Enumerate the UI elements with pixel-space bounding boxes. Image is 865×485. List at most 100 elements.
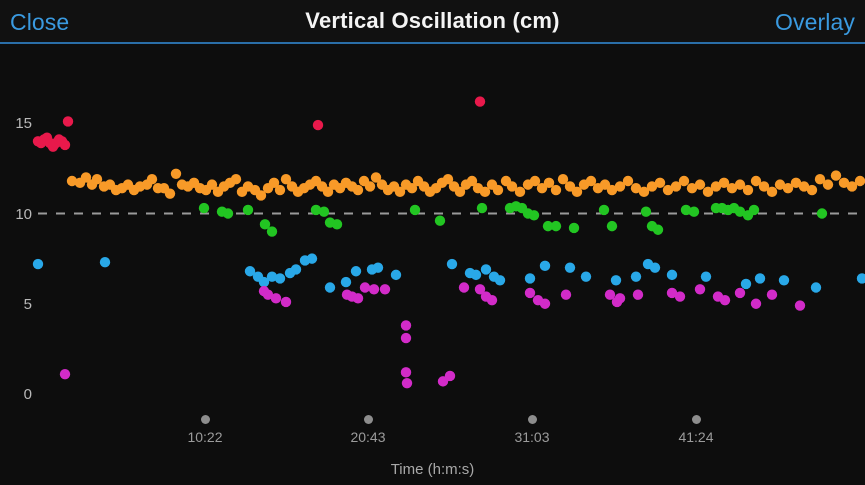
data-point bbox=[290, 264, 302, 275]
data-point bbox=[400, 320, 412, 331]
overlay-button[interactable]: Overlay bbox=[775, 9, 855, 35]
data-point bbox=[543, 177, 555, 189]
data-point bbox=[666, 269, 678, 281]
series-zone-2-blue bbox=[32, 253, 865, 293]
data-point bbox=[274, 184, 286, 196]
x-tick-label-1: 20:43 bbox=[350, 429, 386, 445]
data-point bbox=[494, 275, 506, 286]
data-point bbox=[400, 367, 412, 378]
data-point bbox=[529, 175, 541, 187]
data-point bbox=[359, 282, 371, 293]
data-point bbox=[638, 186, 650, 198]
data-point bbox=[846, 181, 858, 192]
data-point bbox=[630, 271, 642, 282]
data-point bbox=[539, 260, 551, 272]
data-point bbox=[506, 181, 518, 192]
data-point bbox=[557, 174, 569, 185]
data-point bbox=[406, 183, 418, 194]
data-point bbox=[622, 175, 634, 187]
data-point bbox=[734, 179, 746, 190]
data-point bbox=[694, 179, 706, 190]
data-point bbox=[444, 370, 456, 382]
data-point bbox=[640, 206, 652, 217]
data-point bbox=[476, 202, 488, 214]
x-tick-marker-1 bbox=[363, 415, 373, 424]
data-point bbox=[674, 291, 686, 302]
data-point bbox=[80, 172, 92, 183]
data-point bbox=[479, 186, 491, 198]
data-point bbox=[700, 271, 712, 282]
data-point bbox=[718, 177, 730, 189]
data-point bbox=[442, 174, 454, 185]
data-point bbox=[230, 174, 242, 185]
data-point bbox=[312, 119, 324, 131]
data-point bbox=[585, 175, 597, 187]
data-point bbox=[32, 258, 44, 270]
data-point bbox=[514, 186, 526, 198]
page-title: Vertical Oscillation (cm) bbox=[305, 8, 560, 33]
data-point bbox=[774, 179, 786, 190]
data-point bbox=[568, 222, 580, 234]
data-point bbox=[758, 181, 770, 192]
data-point bbox=[766, 186, 778, 198]
data-point bbox=[686, 183, 698, 194]
data-point bbox=[454, 186, 466, 198]
data-point bbox=[726, 183, 738, 194]
data-point bbox=[782, 183, 794, 194]
close-button[interactable]: Close bbox=[10, 9, 70, 35]
data-point bbox=[670, 181, 682, 192]
data-point bbox=[62, 116, 74, 127]
data-point bbox=[352, 293, 364, 304]
data-point bbox=[409, 204, 421, 216]
data-point bbox=[379, 284, 391, 295]
data-point bbox=[536, 183, 548, 194]
data-point bbox=[322, 186, 334, 198]
data-point bbox=[164, 188, 176, 199]
data-point bbox=[434, 215, 446, 226]
data-point bbox=[778, 275, 790, 286]
y-tick-label-15: 15 bbox=[15, 115, 32, 133]
data-point bbox=[364, 181, 376, 192]
data-point bbox=[766, 289, 778, 300]
data-point bbox=[466, 175, 478, 187]
data-point bbox=[394, 186, 406, 198]
data-point bbox=[750, 298, 762, 309]
data-point bbox=[599, 179, 611, 190]
x-tick-marker-3 bbox=[691, 415, 701, 424]
data-point bbox=[688, 206, 700, 217]
data-point bbox=[258, 276, 270, 288]
data-point bbox=[340, 276, 352, 288]
data-point bbox=[740, 278, 752, 290]
data-point bbox=[368, 284, 380, 295]
data-point bbox=[854, 175, 865, 187]
data-point bbox=[486, 294, 498, 306]
data-point bbox=[560, 289, 572, 300]
data-point bbox=[606, 220, 618, 232]
data-point bbox=[268, 177, 280, 189]
data-point bbox=[564, 181, 576, 192]
x-tick-label-2: 31:03 bbox=[514, 429, 550, 445]
x-tick-label-0: 10:22 bbox=[187, 429, 223, 445]
data-point bbox=[630, 183, 642, 194]
data-point bbox=[244, 266, 256, 277]
data-point bbox=[856, 273, 865, 284]
x-tick-label-3: 41:24 bbox=[678, 429, 714, 445]
data-point bbox=[146, 174, 158, 185]
data-point bbox=[719, 294, 731, 306]
data-point bbox=[806, 184, 818, 196]
data-point bbox=[830, 170, 842, 181]
data-point bbox=[306, 253, 318, 264]
data-point bbox=[750, 175, 762, 187]
scatter-plot-area[interactable]: 15 10 5 0 10:22 20:43 31:03 41:24 Time (h:m:s) bbox=[0, 44, 865, 485]
data-point bbox=[734, 287, 746, 299]
data-point bbox=[206, 179, 218, 190]
data-point bbox=[794, 300, 806, 311]
data-point bbox=[66, 175, 78, 187]
data-point bbox=[437, 376, 449, 387]
data-point bbox=[262, 289, 274, 300]
data-point bbox=[539, 298, 551, 309]
data-point bbox=[458, 282, 470, 293]
data-point bbox=[170, 168, 182, 179]
data-point bbox=[652, 224, 664, 235]
